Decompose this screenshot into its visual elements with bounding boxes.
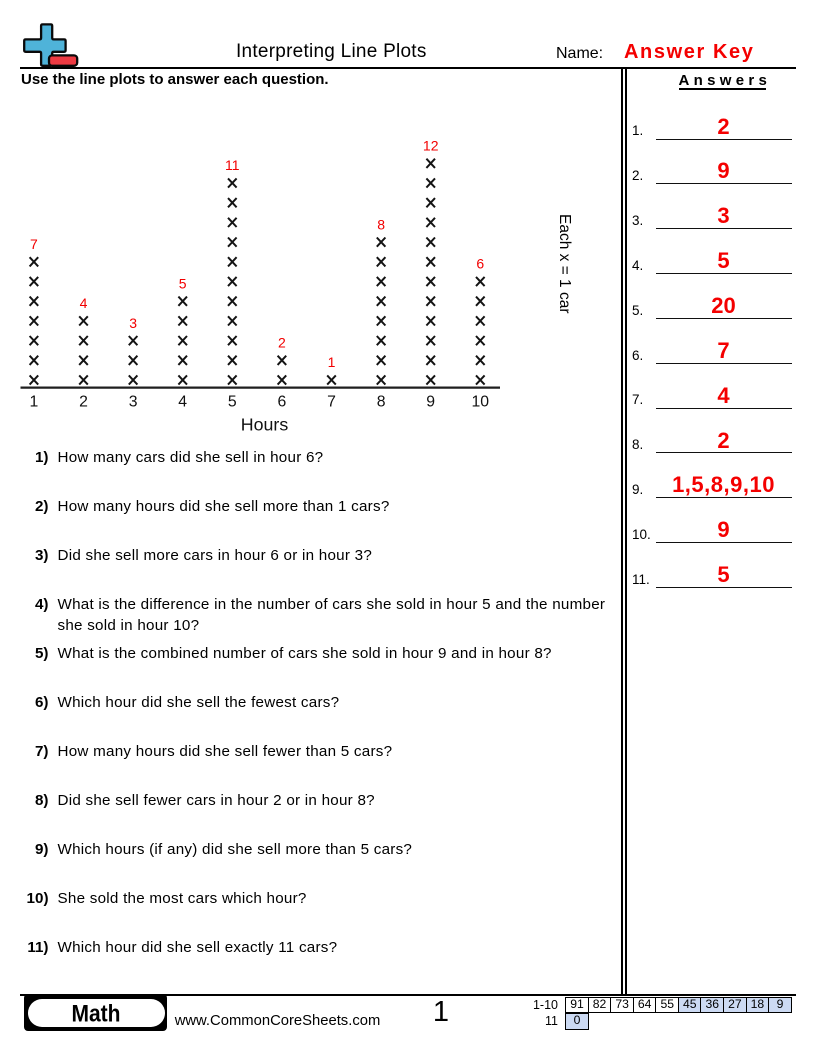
svg-text:12: 12 — [423, 138, 439, 154]
svg-text:6: 6 — [476, 256, 484, 272]
svg-text:1: 1 — [30, 393, 39, 410]
svg-text:11: 11 — [225, 157, 240, 173]
svg-text:Math: Math — [72, 1001, 121, 1028]
svg-text:4: 4 — [80, 295, 88, 311]
svg-text:8: 8 — [377, 216, 385, 232]
svg-text:5: 5 — [179, 275, 187, 291]
svg-text:1: 1 — [328, 354, 336, 370]
svg-text:8: 8 — [377, 393, 386, 410]
svg-text:Hours: Hours — [241, 415, 289, 435]
svg-text:3: 3 — [129, 315, 137, 331]
svg-text:5: 5 — [228, 393, 237, 410]
svg-text:6: 6 — [278, 393, 287, 410]
svg-text:3: 3 — [129, 393, 138, 410]
svg-text:2: 2 — [79, 393, 88, 410]
svg-text:9: 9 — [426, 393, 435, 410]
svg-text:4: 4 — [178, 393, 187, 410]
svg-text:10: 10 — [472, 393, 490, 410]
svg-text:7: 7 — [327, 393, 336, 410]
svg-text:2: 2 — [278, 335, 286, 351]
svg-text:7: 7 — [30, 236, 38, 252]
